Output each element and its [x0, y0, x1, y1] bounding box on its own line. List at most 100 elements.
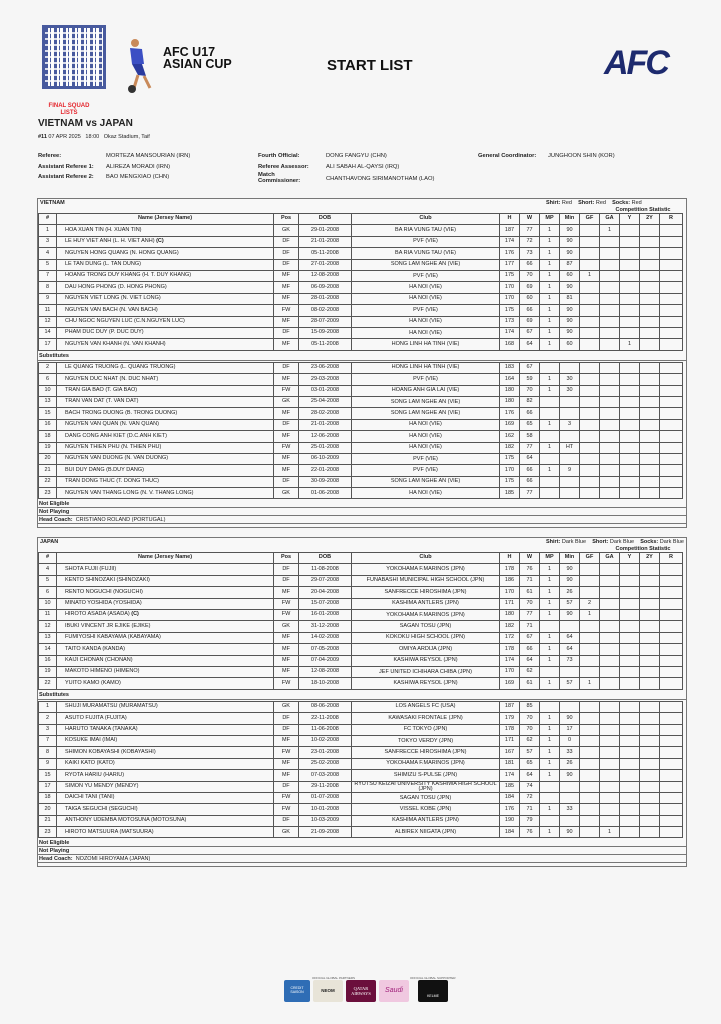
- event-name-line2: ASIAN CUP: [163, 57, 232, 71]
- cell--: 6: [38, 373, 57, 386]
- cell-gf: [579, 631, 600, 645]
- player-name-text: TRAN DONG THUC (T. DONG THUC): [65, 478, 159, 485]
- cell-ga: [599, 769, 620, 782]
- event-logo: AFC U17 ASIAN CUP: [163, 46, 232, 71]
- player-row: 16 NGUYEN VAN QUAN (N. VAN QUAN) DF 21-01-2…: [38, 418, 683, 432]
- player-row: 9 KAIKI KATO (KATO) MF 25-02-2008 YOKOHAMA F…: [38, 757, 683, 771]
- cell-2y: [639, 487, 660, 500]
- socks-label: Socks:: [640, 539, 659, 545]
- cell-mp: 1: [539, 574, 560, 588]
- cell-ga: [599, 631, 620, 645]
- cell-2y: [639, 563, 660, 576]
- cell-2y: [639, 475, 660, 489]
- cell-dob: 22-11-2008: [298, 712, 352, 725]
- officials-col-2: Fourth Official: DONG FANGYU (CHN) Refere…: [258, 151, 434, 184]
- column-header: DOB: [298, 212, 352, 226]
- match-time: 18:00: [85, 134, 100, 140]
- cell-dob: 25-02-2008: [298, 757, 352, 771]
- cell-2y: [639, 712, 660, 725]
- cell-club: SONG LAM NGHE AN (VIE): [351, 258, 500, 271]
- cell-w: 72: [519, 791, 540, 805]
- cell-w: 77: [519, 224, 540, 237]
- cell-h: 170: [499, 665, 520, 679]
- cell--: 6: [38, 586, 57, 599]
- cell-2y: [639, 769, 660, 782]
- cell-min: [559, 407, 580, 420]
- captain-marker: (C): [131, 611, 139, 618]
- cell--: 1: [38, 700, 57, 714]
- cell-pos: MF: [273, 757, 299, 771]
- cell-ga: [599, 757, 620, 771]
- cell-min: 90: [559, 326, 580, 340]
- cell-min: 81: [559, 292, 580, 306]
- column-header: Y: [619, 212, 640, 226]
- cell-2y: [639, 430, 660, 443]
- official-label: Assistant Referee 1:: [38, 163, 94, 170]
- column-header: DOB: [298, 551, 352, 565]
- column-header: GA: [599, 212, 620, 226]
- column-header: R: [659, 551, 683, 565]
- cell-2y: [639, 654, 660, 667]
- cell--: 9: [38, 292, 57, 306]
- cell-mp: 1: [539, 373, 560, 386]
- cell-dob: 12-06-2008: [298, 430, 352, 443]
- cell-h: 178: [499, 563, 520, 576]
- sponsor-saudi-logo: Saudi: [379, 980, 409, 1002]
- cell-mp: 1: [539, 746, 560, 759]
- socks-color: Dark Blue: [659, 539, 684, 545]
- cell--: 20: [38, 452, 57, 466]
- cell-ga: [599, 235, 620, 249]
- cell-y: [619, 631, 640, 645]
- column-header: H: [499, 551, 520, 565]
- socks-color: Red: [631, 200, 642, 206]
- team-vietnam-panel: VIETNAM Shirt: Red Short: Red Socks: Red C…: [37, 198, 687, 528]
- cell-h: 175: [499, 452, 520, 466]
- cell-dob: 05-11-2008: [298, 247, 352, 260]
- cell-min: 73: [559, 654, 580, 667]
- cell-h: 175: [499, 269, 520, 283]
- cell-h: 178: [499, 723, 520, 736]
- player-name-text: NGUYEN HONG QUANG (N. HONG QUANG): [65, 249, 179, 256]
- cell-dob: 06-10-2009: [298, 452, 352, 466]
- cell--: 22: [38, 677, 57, 690]
- cell-h: 174: [499, 769, 520, 782]
- not-eligible-row: Not Eligible: [38, 839, 686, 847]
- player-name-text: SHOTA FUJII (FUJII): [65, 565, 117, 572]
- cell-y: [619, 643, 640, 656]
- cell-2y: [639, 620, 660, 633]
- player-row: 22 TRAN DONG THUC (T. DONG THUC) DF 30-09-2…: [38, 475, 683, 489]
- cell--: 15: [38, 769, 57, 782]
- cell-2y: [639, 441, 660, 454]
- cell-mp: 1: [539, 258, 560, 271]
- player-name: NGUYEN HONG QUANG (N. HONG QUANG): [56, 247, 274, 260]
- cell-mp: [539, 620, 560, 633]
- match-date: 07 APR 2025: [48, 134, 81, 140]
- player-name-text: KOSUKE IMAI (IMAI): [65, 737, 118, 744]
- cell-min: 57: [559, 677, 580, 690]
- player-row: 8 DAU HONG PHONG (D. HONG PHONG) MF 06-09-2…: [38, 281, 683, 294]
- player-name-text: IBUKI VINCENT JR EJIKE (EJIKE): [65, 622, 151, 629]
- afc-logo: AFC: [604, 44, 670, 82]
- cell-gf: 1: [579, 269, 600, 283]
- cell-min: 60: [559, 338, 580, 351]
- cell-y: [619, 452, 640, 466]
- cell-ga: [599, 746, 620, 759]
- cell-mp: 1: [539, 654, 560, 667]
- cell-pos: GK: [273, 395, 299, 409]
- cell--: 2: [38, 361, 57, 375]
- cell--: 11: [38, 608, 57, 622]
- player-name: KENTO SHINOZAKI (SHINOZAKI): [56, 574, 274, 588]
- player-name-text: LE QUANG TRUONG (L. QUANG TRUONG): [65, 364, 176, 371]
- cell--: 22: [38, 475, 57, 489]
- cell-w: 66: [519, 304, 540, 317]
- player-name-text: TRAN VAN DAT (T. VAN DAT): [65, 398, 139, 405]
- cell-pos: MF: [273, 407, 299, 420]
- match-number: #11: [38, 134, 47, 140]
- cell-mp: 1: [539, 803, 560, 816]
- cell-dob: 31-12-2008: [298, 620, 352, 633]
- head-coach-label: Head Coach:: [39, 516, 73, 523]
- cell-min: [559, 452, 580, 466]
- player-name-text: SHUJI MURAMATSU (MURAMATSU): [65, 703, 158, 710]
- cell-y: [619, 814, 640, 828]
- cell--: 15: [38, 407, 57, 420]
